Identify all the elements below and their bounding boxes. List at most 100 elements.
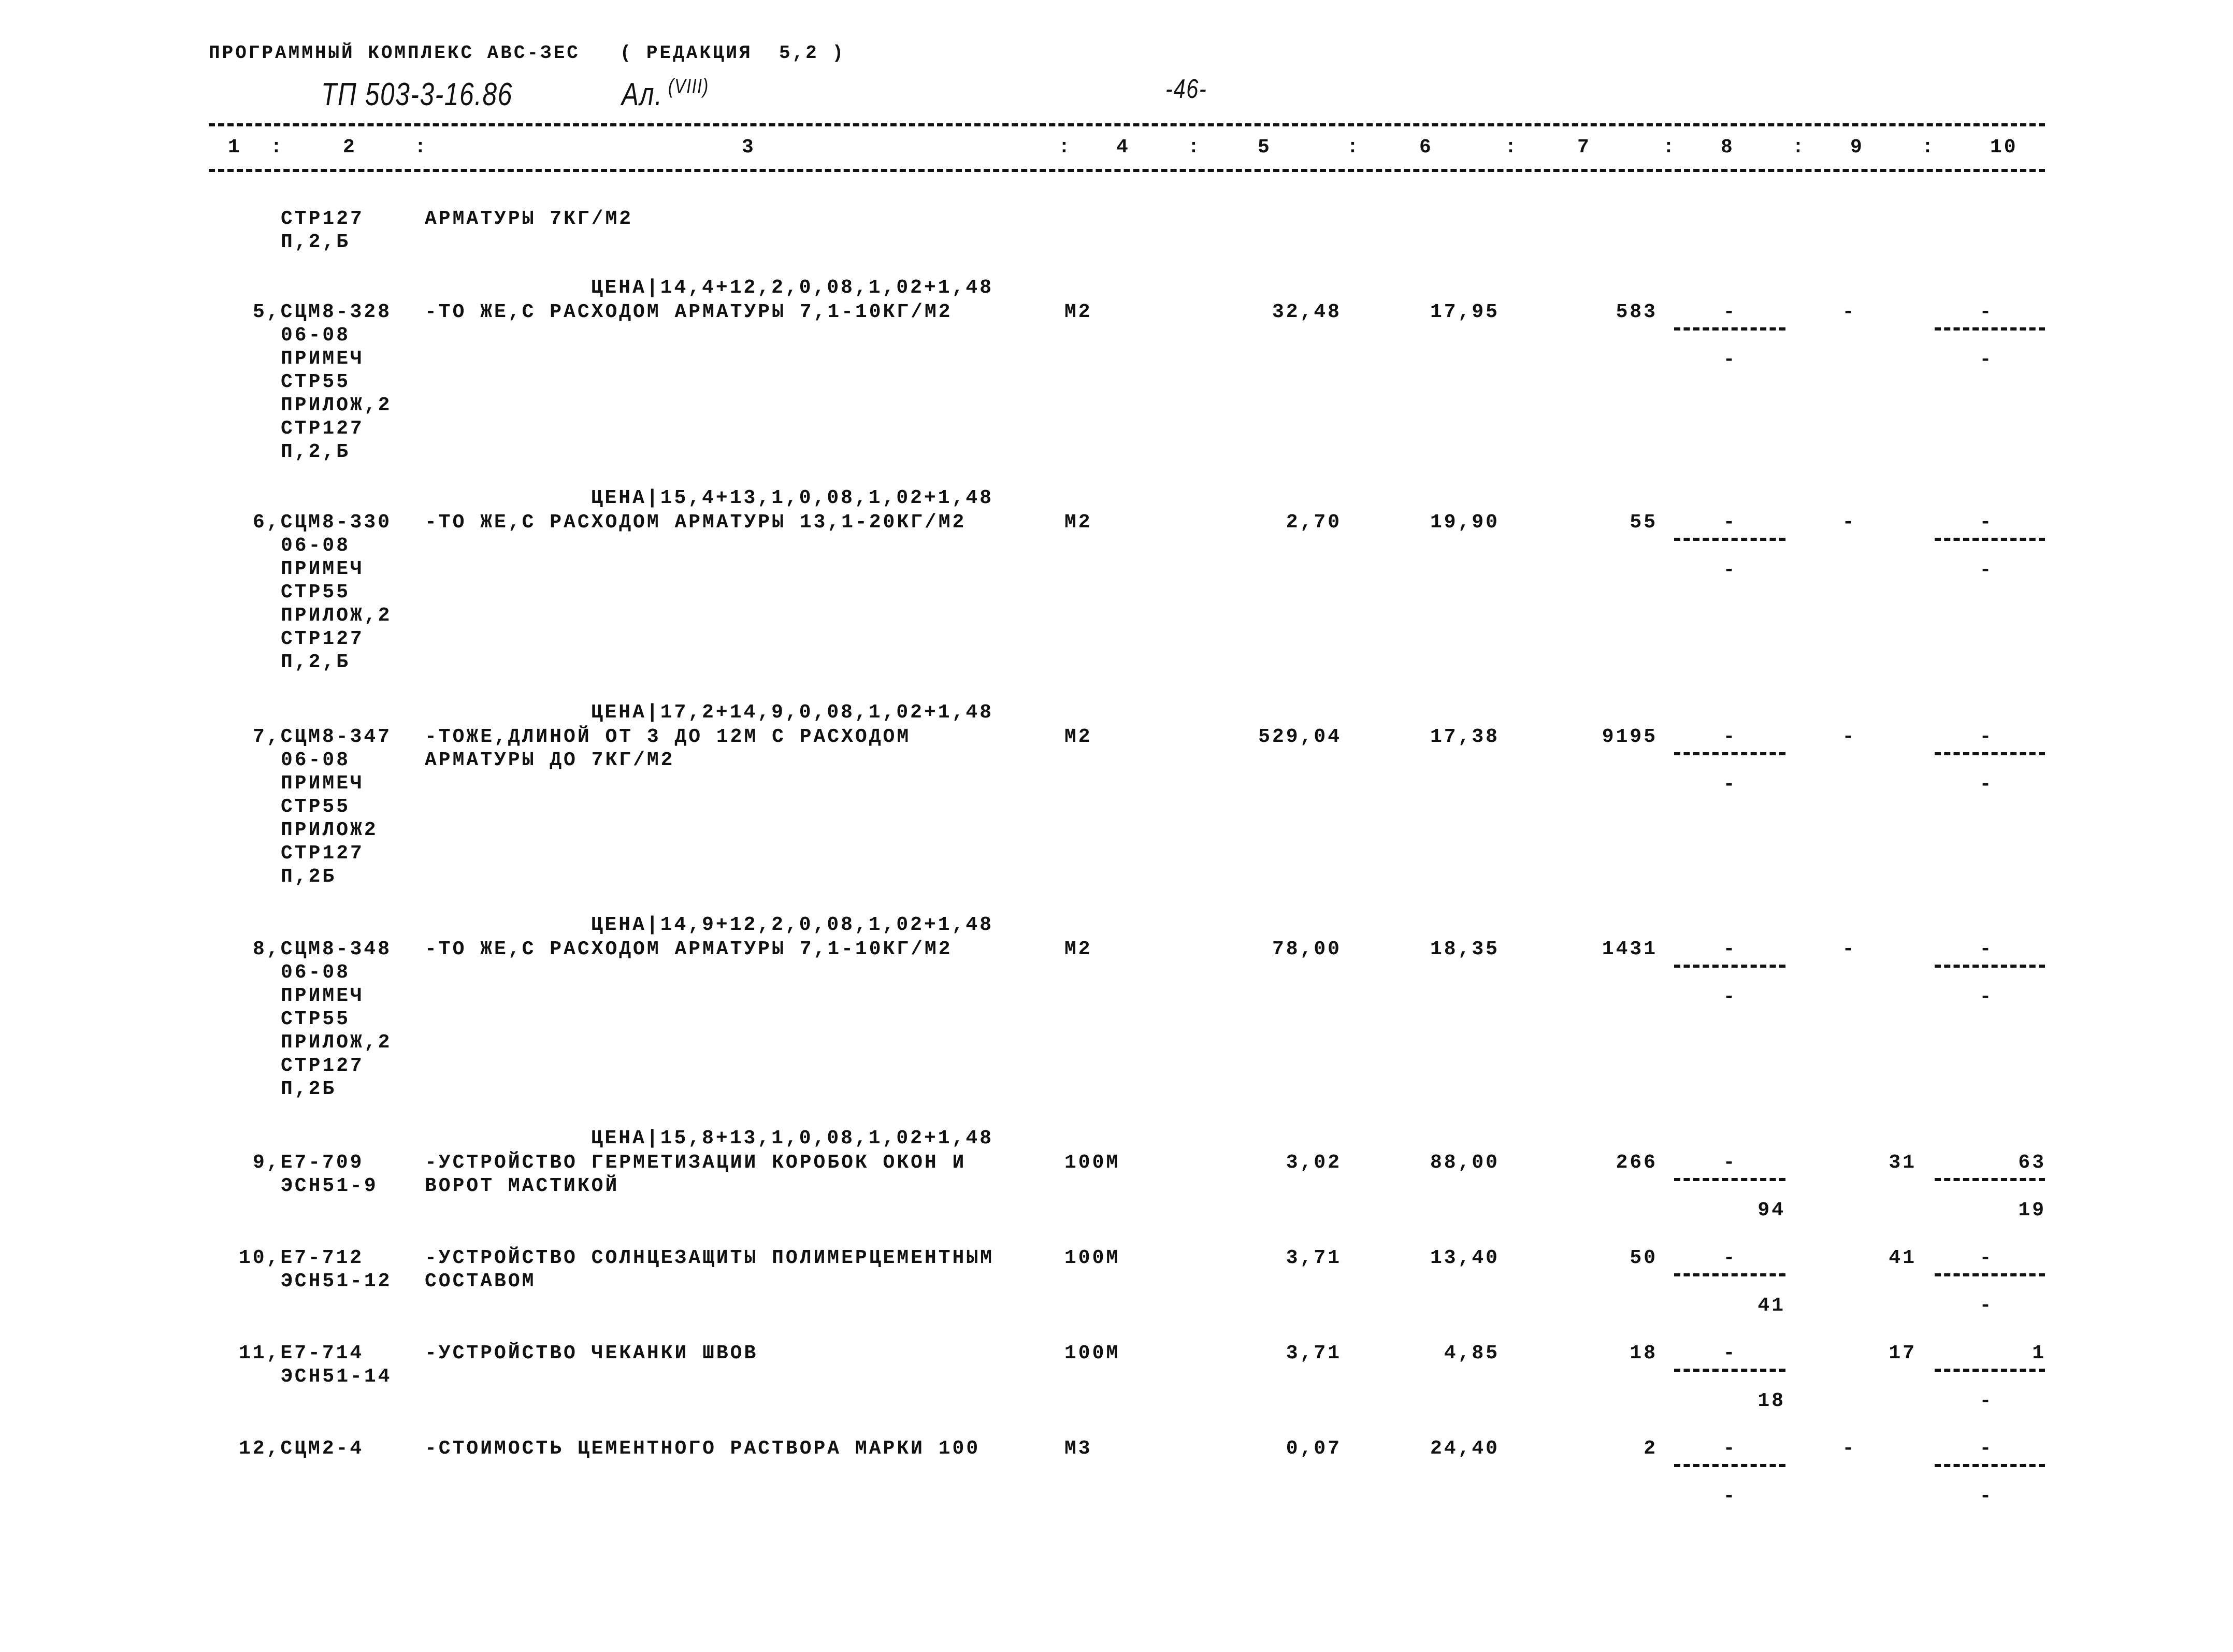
col10-bottom: - — [1979, 986, 1994, 1008]
code-line: П,2,Б — [281, 651, 351, 673]
code-line: ЭСН51-9 — [281, 1175, 378, 1197]
code-line: СТР55 — [281, 371, 351, 393]
col8-bottom: 18 — [1757, 1390, 1785, 1412]
col10-bottom: - — [1979, 1390, 1994, 1412]
sheet-label: Ал. — [622, 77, 663, 112]
column-number-8: 8 — [1721, 136, 1735, 159]
col10-bottom: - — [1979, 1485, 1994, 1507]
price-formula: ЦЕНА|17,2+14,9,0,08,1,02+1,48 — [590, 701, 993, 724]
code-line: СТР127 — [281, 842, 364, 865]
col9: 17 — [1889, 1342, 1917, 1364]
col8-bottom: - — [1723, 1485, 1737, 1507]
code-line: 06-08 — [281, 749, 351, 771]
price-formula: ЦЕНА|14,4+12,2,0,08,1,02+1,48 — [590, 277, 993, 299]
description-line: -УСТРОЙСТВО СОЛНЦЕЗАЩИТЫ ПОЛИМЕРЦЕМЕНТНЫ… — [425, 1247, 994, 1269]
quantity: 3,71 — [1286, 1342, 1342, 1364]
column-separator: : — [1922, 136, 1936, 159]
col10-bottom: - — [1979, 349, 1994, 371]
col10-divider — [1935, 752, 2045, 755]
column-number-6: 6 — [1419, 136, 1433, 159]
col8-divider — [1674, 1273, 1785, 1276]
total-cost: 9195 — [1602, 726, 1658, 748]
col8-bottom: 94 — [1757, 1199, 1785, 1222]
description-line: -ТОЖЕ,ДЛИНОЙ ОТ 3 ДО 12М С РАСХОДОМ — [425, 726, 911, 748]
code-line: ЭСН51-14 — [281, 1366, 392, 1388]
col9: 41 — [1889, 1247, 1917, 1269]
header-rule-bottom — [209, 169, 2045, 172]
col10-divider — [1935, 327, 2045, 331]
col10-divider — [1935, 1273, 2045, 1276]
unit: М2 — [1064, 511, 1092, 534]
code-line: ПРИЛОЖ,2 — [281, 1031, 392, 1054]
column-separator: : — [414, 136, 428, 159]
col9: - — [1842, 511, 1856, 534]
col8-top: - — [1723, 726, 1737, 748]
quantity: 529,04 — [1258, 726, 1342, 748]
item-code: 10,Е7-712 — [239, 1247, 364, 1269]
unit-price: 13,40 — [1430, 1247, 1500, 1269]
column-number-1: 1 — [228, 136, 242, 159]
col8-top: - — [1723, 938, 1737, 960]
col8-top: - — [1723, 1152, 1737, 1174]
unit: 100М — [1064, 1152, 1120, 1174]
col8-bottom: 41 — [1757, 1295, 1785, 1317]
unit: М3 — [1064, 1438, 1092, 1460]
col10-divider — [1935, 1464, 2045, 1467]
column-separator: : — [1792, 136, 1806, 159]
description-line: -СТОИМОСТЬ ЦЕМЕНТНОГО РАСТВОРА МАРКИ 100 — [425, 1438, 981, 1460]
code-line: ЭСН51-12 — [281, 1270, 392, 1292]
col8-bottom: - — [1723, 773, 1737, 796]
item-code: 8,СЦМ8-348 — [253, 938, 392, 960]
quantity: 2,70 — [1286, 511, 1342, 534]
code-line: ПРИМЕЧ — [281, 772, 364, 795]
column-number-4: 4 — [1116, 136, 1130, 159]
col9: - — [1842, 1438, 1856, 1460]
col9: - — [1842, 938, 1856, 960]
code-line: 06-08 — [281, 961, 351, 984]
code-line: СТР55 — [281, 581, 351, 604]
col8-divider — [1674, 752, 1785, 755]
description-line: -ТО ЖЕ,С РАСХОДОМ АРМАТУРЫ 7,1-10КГ/М2 — [425, 938, 953, 960]
col8-divider — [1674, 1464, 1785, 1467]
price-formula: ЦЕНА|15,4+13,1,0,08,1,02+1,48 — [590, 487, 993, 509]
quantity: 32,48 — [1272, 301, 1342, 323]
code-line: СТР127 — [281, 418, 364, 440]
total-cost: 18 — [1630, 1342, 1658, 1364]
col10-divider — [1935, 538, 2045, 541]
description-line: СОСТАВОМ — [425, 1270, 536, 1292]
unit: 100М — [1064, 1247, 1120, 1269]
col8-bottom: - — [1723, 559, 1737, 581]
column-separator: : — [1505, 136, 1519, 159]
column-number-5: 5 — [1258, 136, 1272, 159]
col8-divider — [1674, 1178, 1785, 1181]
description-line: -ТО ЖЕ,С РАСХОДОМ АРМАТУРЫ 13,1-20КГ/М2 — [425, 511, 967, 534]
unit: 100М — [1064, 1342, 1120, 1364]
header-rule-top — [209, 123, 2045, 126]
code-line: ПРИЛОЖ2 — [281, 819, 378, 841]
item-code: 6,СЦМ8-330 — [253, 511, 392, 534]
code-line: П,2,Б — [281, 441, 351, 463]
total-cost: 1431 — [1602, 938, 1658, 960]
item-code: 5,СЦМ8-328 — [253, 301, 392, 323]
unit-price: 88,00 — [1430, 1152, 1500, 1174]
col10-bottom: - — [1979, 559, 1994, 581]
total-cost: 583 — [1616, 301, 1658, 323]
column-separator: : — [1188, 136, 1202, 159]
column-number-7: 7 — [1577, 136, 1591, 159]
col10-top: 1 — [2032, 1342, 2046, 1364]
code-line: СТР55 — [281, 1008, 351, 1030]
col8-divider — [1674, 965, 1785, 968]
column-separator: : — [270, 136, 284, 159]
unit-price: 17,38 — [1430, 726, 1500, 748]
total-cost: 50 — [1630, 1247, 1658, 1269]
code-line: ПРИЛОЖ,2 — [281, 605, 392, 627]
description-line: ВОРОТ МАСТИКОЙ — [425, 1175, 620, 1197]
description-line: -ТО ЖЕ,С РАСХОДОМ АРМАТУРЫ 7,1-10КГ/М2 — [425, 301, 953, 323]
column-number-10: 10 — [1990, 136, 2018, 159]
column-separator: : — [1347, 136, 1361, 159]
code-line: СТР55 — [281, 796, 351, 818]
description-line: АРМАТУРЫ ДО 7КГ/М2 — [425, 749, 675, 771]
code-line: СТР127 — [281, 208, 364, 230]
program-line: ПРОГРАММНЫЙ КОМПЛЕКС АВС-ЗЕС ( РЕДАКЦИЯ … — [209, 42, 845, 64]
col8-divider — [1674, 1369, 1785, 1372]
